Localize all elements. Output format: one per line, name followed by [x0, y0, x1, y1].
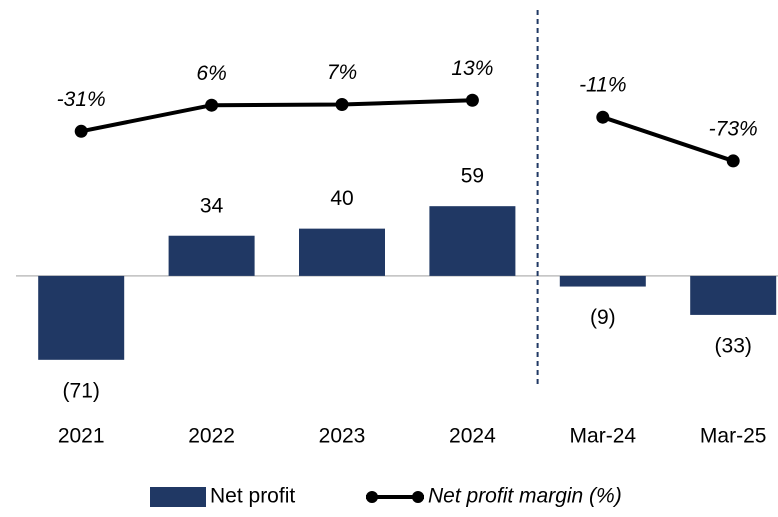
line-marker	[596, 110, 610, 124]
bar	[690, 275, 777, 315]
bar	[299, 228, 385, 276]
data-label: 6%	[196, 62, 226, 85]
data-label: (9)	[590, 306, 616, 329]
data-label: (33)	[715, 334, 752, 357]
legend-label: Net profit	[210, 485, 295, 508]
line	[602, 115, 734, 163]
legend-swatch	[150, 487, 206, 507]
bar	[559, 275, 646, 287]
data-label: -11%	[579, 74, 626, 97]
bar	[168, 235, 255, 276]
x-tick-label: 2024	[449, 425, 496, 448]
data-label: -31%	[57, 88, 106, 111]
line-marker	[335, 98, 349, 112]
x-tick-label: 2021	[58, 425, 105, 448]
line-marker	[205, 98, 219, 112]
data-label: 34	[200, 194, 224, 217]
line-marker	[74, 124, 88, 138]
legend-marker	[412, 491, 424, 503]
x-tick-label: 2023	[319, 425, 366, 448]
x-tick-label: Mar-25	[700, 425, 767, 448]
data-label: 13%	[451, 57, 493, 80]
legend-marker	[366, 491, 378, 503]
data-label: 40	[330, 187, 353, 210]
x-tick-label: Mar-24	[570, 425, 637, 448]
line-marker	[465, 93, 479, 107]
line	[80, 98, 473, 134]
legend-label: Net profit margin (%)	[428, 485, 622, 508]
bar	[38, 275, 125, 360]
data-label: 59	[461, 165, 484, 188]
x-tick-label: 2022	[188, 425, 235, 448]
data-label: -73%	[709, 117, 758, 140]
data-label: 7%	[327, 61, 357, 84]
bar	[429, 206, 516, 276]
line-marker	[726, 154, 740, 168]
data-label: (71)	[63, 379, 100, 402]
